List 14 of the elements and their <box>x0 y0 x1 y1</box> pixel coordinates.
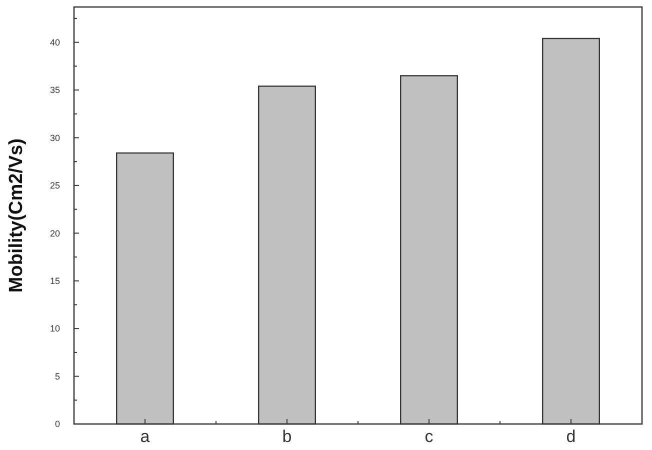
y-tick-label: 35 <box>50 85 60 96</box>
y-tick-label: 25 <box>50 180 60 191</box>
y-tick-label: 10 <box>50 324 60 334</box>
y-tick-label: 5 <box>54 371 60 382</box>
y-tick-label: 0 <box>54 419 60 430</box>
y-axis-title: Mobility(Cm2/Vs) <box>6 138 27 293</box>
y-tick-label: 15 <box>50 276 60 286</box>
x-tick-label: a <box>140 427 150 446</box>
y-tick-label: 20 <box>50 228 60 238</box>
y-tick-label: 40 <box>50 37 60 48</box>
x-tick-label: c <box>424 427 434 446</box>
x-tick-label: d <box>566 427 576 446</box>
y-tick-label: 30 <box>50 132 60 143</box>
x-tick-label: b <box>282 427 292 446</box>
